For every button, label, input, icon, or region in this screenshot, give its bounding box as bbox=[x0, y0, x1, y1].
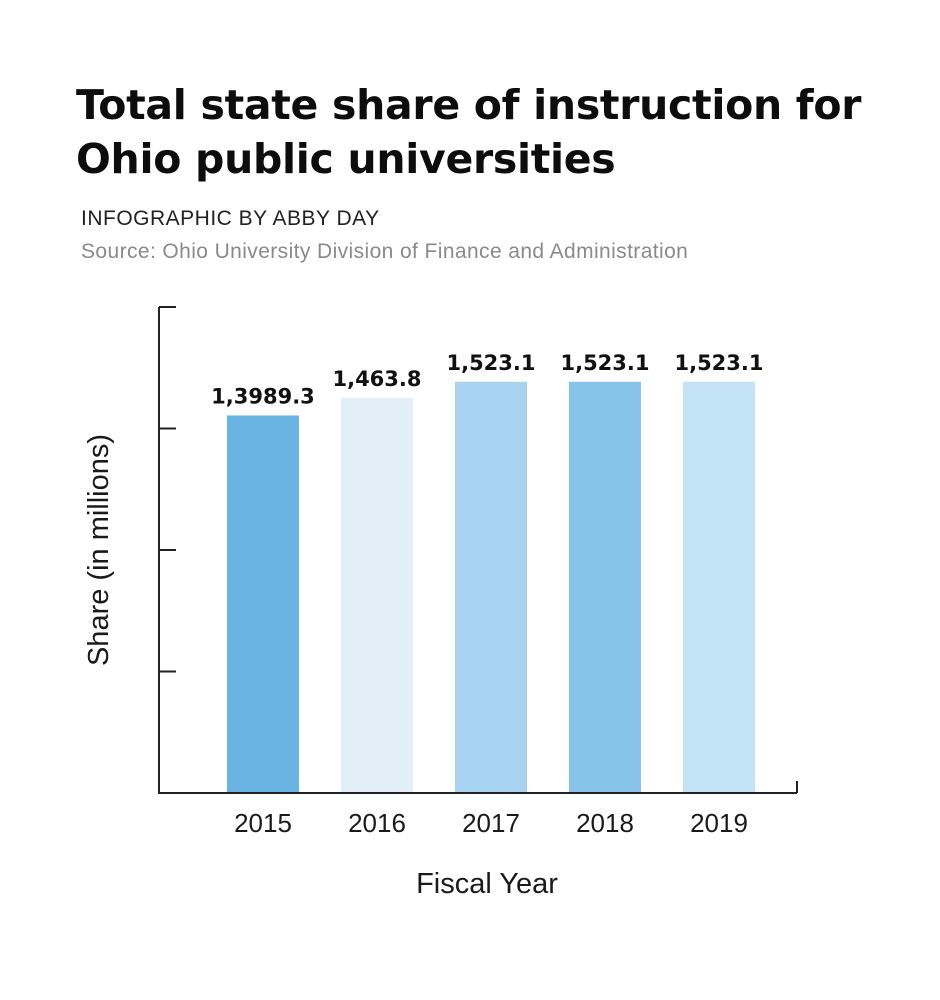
data-label-2015: 1,3989.3 bbox=[211, 384, 315, 408]
data-label-2018: 1,523.1 bbox=[560, 351, 649, 375]
source-note: Source: Ohio University Division of Fina… bbox=[81, 240, 689, 263]
x-tick-label-2019: 2019 bbox=[690, 808, 748, 838]
bar-2018 bbox=[569, 381, 641, 793]
infographic-credit: INFOGRAPHIC BY ABBY DAY bbox=[81, 207, 380, 230]
ticks-layer bbox=[159, 306, 798, 793]
x-tick-label-2016: 2016 bbox=[348, 808, 406, 838]
bar-2015 bbox=[227, 415, 299, 793]
data-label-2016: 1,463.8 bbox=[332, 367, 421, 391]
data-label-2019: 1,523.1 bbox=[674, 351, 763, 375]
data-label-2017: 1,523.1 bbox=[446, 351, 535, 375]
data-labels-layer: 1,3989.3 1,463.8 1,523.1 1,523.1 1,523.1 bbox=[211, 351, 763, 409]
chart-title: Total state share of instruction for Ohi… bbox=[76, 81, 862, 183]
y-axis-title: Share (in millions) bbox=[83, 434, 115, 666]
x-tick-label-2018: 2018 bbox=[576, 808, 634, 838]
bar-2017 bbox=[455, 381, 527, 793]
x-axis-title: Fiscal Year bbox=[416, 868, 558, 900]
bar-2016 bbox=[341, 397, 413, 793]
bars-layer bbox=[227, 381, 755, 793]
x-tick-label-2017: 2017 bbox=[462, 808, 520, 838]
bar-2019 bbox=[683, 381, 755, 793]
x-tick-labels-layer: 2015 2016 2017 2018 2019 bbox=[234, 808, 748, 838]
x-tick-label-2015: 2015 bbox=[234, 808, 292, 838]
